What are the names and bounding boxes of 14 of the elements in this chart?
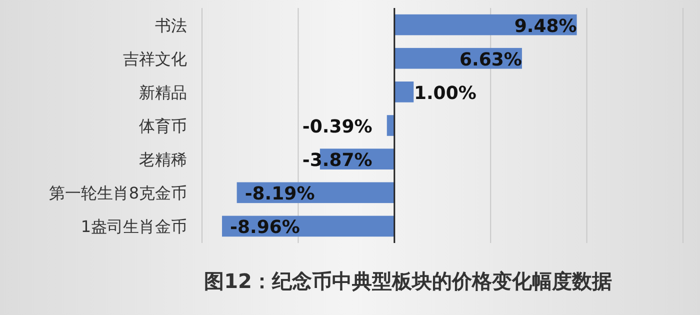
y-tick-label: 书法 xyxy=(155,16,187,35)
y-tick-label: 老精稀 xyxy=(139,150,187,170)
y-tick-label: 吉祥文化 xyxy=(123,49,187,68)
y-tick-label: 体育币 xyxy=(139,116,187,136)
data-label: -8.19% xyxy=(244,184,315,205)
text: 图12：纪念币中典型板块的价格变化幅度数据 xyxy=(204,269,612,293)
y-tick-label: 1盎司生肖金币 xyxy=(80,217,187,236)
data-label: 1.00% xyxy=(414,82,476,104)
data-label: 9.48% xyxy=(514,16,577,37)
data-label: -8.96% xyxy=(230,217,300,238)
data-label: -0.39% xyxy=(302,116,372,138)
y-tick-label: 新精品 xyxy=(139,82,187,102)
data-label: 6.63% xyxy=(460,49,522,70)
y-tick-label: 第一轮生肖8克金币 xyxy=(48,184,187,203)
